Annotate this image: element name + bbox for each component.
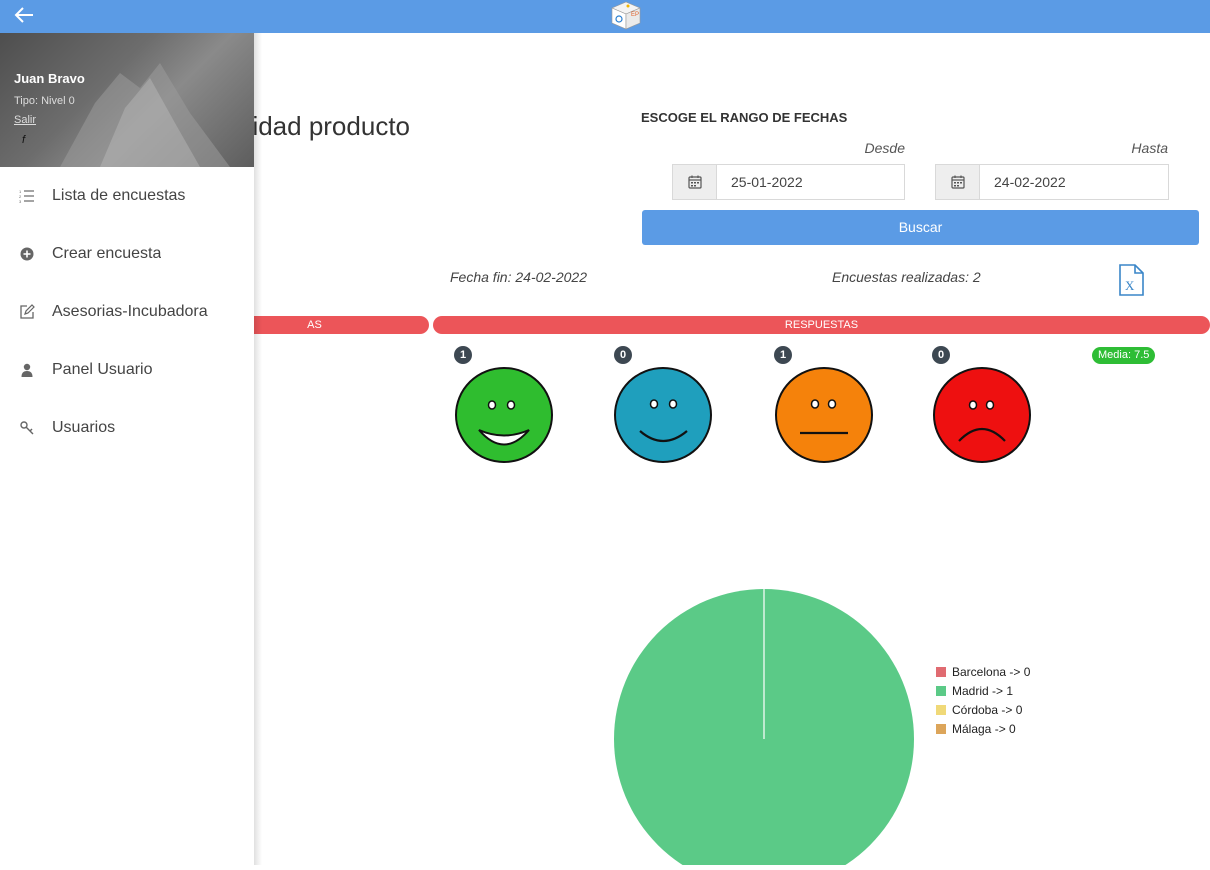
surveys-count-text: Encuestas realizadas: 2 [832, 269, 981, 285]
legend-swatch [936, 723, 946, 734]
legend-label: Madrid -> 1 [952, 683, 1014, 698]
pie-legend: Barcelona -> 0 Madrid -> 1 Córdoba -> 0 Mál… [936, 662, 1030, 738]
legend-label: Córdoba -> 0 [952, 702, 1023, 717]
svg-text:1: 1 [19, 189, 22, 194]
user-icon [18, 361, 36, 379]
neutral-face-icon [773, 365, 875, 465]
end-date-text: Fecha fin: 24-02-2022 [450, 269, 587, 285]
hasta-label: Hasta [1131, 140, 1168, 156]
app-logo-icon: EP [608, 0, 644, 30]
svg-text:EP: EP [631, 12, 639, 18]
date-range-heading: ESCOGE EL RANGO DE FECHAS [641, 110, 848, 125]
svg-text:X: X [1125, 278, 1135, 293]
drawer-shadow [254, 33, 262, 865]
section-band-left: AS [200, 316, 429, 334]
responses-band: RESPUESTAS [433, 316, 1210, 334]
main-content: idad producto ESCOGE EL RANGO DE FECHAS … [0, 33, 1210, 870]
edit-icon [18, 303, 36, 321]
pie-chart-svg [614, 589, 914, 870]
happy-face-icon [612, 365, 714, 465]
key-icon [18, 419, 36, 437]
average-badge: Media: 7.5 [1092, 347, 1156, 364]
menu-item-usuarios[interactable]: Usuarios [0, 399, 254, 457]
drawer-header: Juan Bravo Tipo: Nivel 0 Salir f [0, 33, 254, 167]
response-count-badge: 1 [774, 346, 792, 364]
hasta-date-field[interactable]: 24-02-2022 [935, 164, 1169, 200]
page-title: idad producto [252, 111, 410, 141]
search-button[interactable]: Buscar [642, 210, 1199, 245]
mountain-background-icon [60, 63, 230, 167]
legend-item[interactable]: Córdoba -> 0 [936, 700, 1030, 719]
menu-item-asesorias[interactable]: Asesorias-Incubadora [0, 283, 254, 341]
menu-item-label: Asesorias-Incubadora [52, 303, 208, 320]
menu-item-label: Lista de encuestas [52, 187, 186, 204]
back-arrow-icon[interactable] [12, 3, 40, 29]
legend-label: Barcelona -> 0 [952, 664, 1031, 679]
desde-date-field[interactable]: 25-01-2022 [672, 164, 905, 200]
calendar-icon[interactable] [936, 165, 980, 199]
response-count-badge: 0 [932, 346, 950, 364]
desde-label: Desde [864, 140, 905, 156]
calendar-icon[interactable] [673, 165, 717, 199]
response-count-badge: 0 [614, 346, 632, 364]
logout-link[interactable]: Salir [14, 114, 37, 126]
excel-export-icon[interactable]: X [1117, 264, 1145, 296]
very-happy-face-icon [453, 365, 555, 465]
legend-swatch [936, 666, 946, 677]
header-mark: f [22, 134, 26, 146]
menu-item-panel-usuario[interactable]: Panel Usuario [0, 341, 254, 399]
desde-date-value[interactable]: 25-01-2022 [731, 174, 803, 190]
response-count-badge: 1 [454, 346, 472, 364]
sad-face-icon [931, 365, 1033, 465]
legend-swatch [936, 685, 946, 696]
legend-item[interactable]: Barcelona -> 0 [936, 662, 1030, 681]
legend-item[interactable]: Madrid -> 1 [936, 681, 1030, 700]
legend-swatch [936, 704, 946, 715]
responses-pie-chart [446, 499, 1200, 870]
user-level: Tipo: Nivel 0 [14, 95, 75, 107]
menu-item-label: Usuarios [52, 419, 116, 436]
hasta-date-value[interactable]: 24-02-2022 [994, 174, 1066, 190]
menu-item-crear-encuesta[interactable]: Crear encuesta [0, 225, 254, 283]
top-bar: EP [0, 0, 1210, 33]
menu-item-label: Crear encuesta [52, 245, 162, 262]
legend-label: Málaga -> 0 [952, 721, 1016, 736]
menu-item-label: Panel Usuario [52, 361, 153, 378]
user-name: Juan Bravo [14, 71, 85, 86]
svg-text:3: 3 [19, 199, 22, 203]
svg-text:2: 2 [19, 194, 22, 199]
legend-item[interactable]: Málaga -> 0 [936, 719, 1030, 738]
plus-circle-icon [18, 245, 36, 263]
